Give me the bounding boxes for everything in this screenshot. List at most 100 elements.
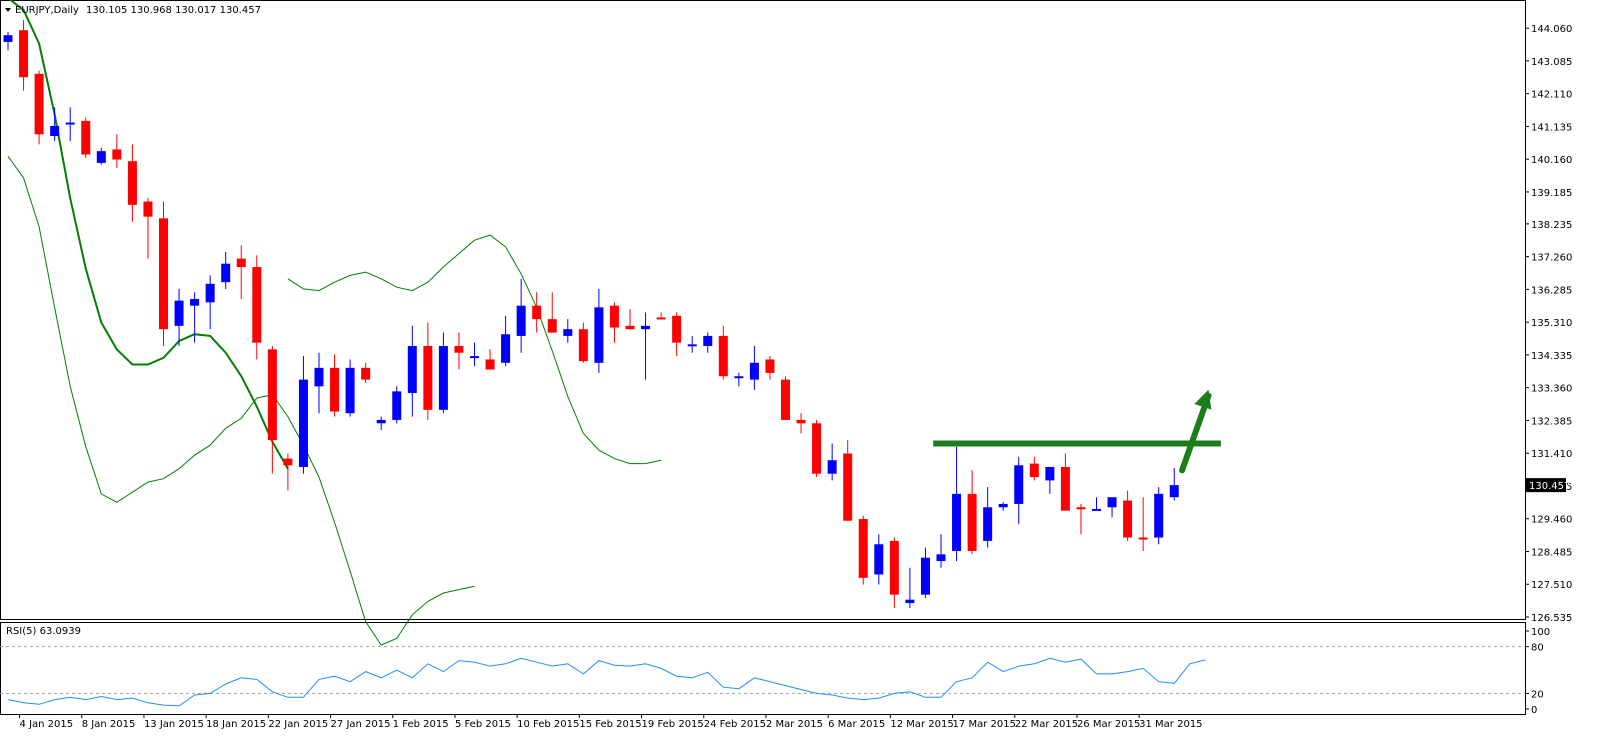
candle [267, 346, 277, 474]
candle-body [1014, 465, 1024, 504]
candle [672, 312, 682, 357]
candle-body [174, 300, 184, 326]
candle-body [50, 125, 60, 137]
candle [252, 255, 262, 360]
candle [889, 537, 899, 609]
candle [609, 302, 619, 343]
candle [190, 292, 200, 343]
candle-body [314, 367, 324, 387]
time-tick-label: 26 Mar 2015 [1077, 719, 1140, 730]
candle-body [703, 335, 713, 347]
candle [936, 534, 946, 568]
candle-body [843, 453, 853, 521]
time-tick-label: 19 Feb 2015 [642, 719, 704, 730]
candle-body [376, 419, 386, 424]
candle-body [734, 376, 744, 379]
symbol-label: EURJPY,Daily [15, 5, 79, 16]
candle [1014, 456, 1024, 525]
candle-body [656, 317, 666, 320]
candle [1029, 456, 1039, 481]
candle-body [936, 554, 946, 562]
price-axis: 144.060 143.085 142.110 141.135 140.160 139.1… [1525, 24, 1572, 624]
rsi-line [7, 657, 1206, 707]
candle-body [609, 305, 619, 328]
price-tick-label: 136.285 [1531, 285, 1572, 296]
time-tick-label: 10 Feb 2015 [517, 719, 579, 730]
price-tick-label: 127.510 [1531, 580, 1572, 591]
candle-body [812, 423, 822, 474]
candle-body [641, 325, 651, 330]
candle [1169, 467, 1179, 501]
candles [3, 20, 1179, 609]
price-tick-label: 143.085 [1531, 57, 1572, 68]
candle-body [485, 359, 495, 370]
candle-body [236, 258, 246, 268]
price-panel-frame [0, 0, 1526, 620]
time-tick-label: 15 Feb 2015 [579, 719, 641, 730]
candle-body [159, 218, 168, 330]
candle-body [874, 544, 884, 575]
candle-body [127, 161, 137, 205]
price-tick-label: 134.335 [1531, 351, 1572, 362]
candle-body [858, 519, 868, 578]
candle-body [952, 493, 962, 551]
time-tick-label: 27 Jan 2015 [331, 719, 391, 730]
candle [34, 70, 44, 145]
candle [470, 342, 479, 367]
candle [594, 288, 604, 373]
candle-body [1029, 463, 1039, 478]
candle-body [1138, 537, 1148, 540]
candle-body [672, 315, 682, 343]
candle [1123, 490, 1133, 541]
candle-body [1169, 485, 1179, 498]
candle-body [625, 325, 635, 330]
candle [516, 278, 526, 353]
time-axis: 4 Jan 2015 8 Jan 2015 13 Jan 2015 18 Jan 20… [19, 714, 1203, 730]
breakout-arrow-shaft [1179, 392, 1212, 474]
candle [423, 322, 433, 420]
time-tick-label: 12 Mar 2015 [890, 719, 953, 730]
candle [641, 312, 651, 380]
time-tick-label: 22 Jan 2015 [268, 719, 328, 730]
candle-body [3, 35, 13, 42]
candle-body [407, 346, 417, 394]
candle [314, 352, 324, 414]
candle [65, 107, 75, 142]
candle-body [516, 305, 526, 336]
bollinger-lower-line [7, 155, 475, 646]
candle [376, 416, 386, 431]
candle-body [718, 335, 728, 377]
rsi-tick-label: 80 [1531, 643, 1544, 654]
time-tick-label: 18 Jan 2015 [206, 719, 266, 730]
candle [454, 332, 464, 370]
candle-body [252, 267, 262, 343]
dropdown-triangle-icon[interactable] [5, 8, 11, 12]
candle-body [1060, 466, 1070, 511]
candle-body [998, 503, 1008, 508]
candle [827, 443, 837, 481]
candle-body [1154, 493, 1164, 538]
time-tick-label: 8 Jan 2015 [82, 719, 136, 730]
candle-body [827, 460, 837, 474]
price-tick-label: 142.110 [1531, 90, 1572, 101]
candle [858, 515, 868, 585]
candle-body [205, 283, 215, 303]
candle [205, 275, 215, 330]
candle [236, 245, 246, 299]
price-tick-label: 141.135 [1531, 122, 1572, 133]
candle-body [594, 307, 604, 363]
candle [1138, 497, 1148, 551]
bollinger-bands [7, 0, 662, 646]
candle-body [1092, 508, 1101, 511]
candle [501, 315, 511, 367]
time-tick-label: 6 Mar 2015 [828, 719, 885, 730]
price-tick-label: 131.410 [1531, 449, 1572, 460]
candle-body [781, 379, 790, 420]
candle [983, 487, 993, 548]
candle [174, 288, 184, 347]
candle [920, 547, 930, 599]
candle-body [905, 599, 915, 604]
candle [625, 309, 635, 330]
candle-body [112, 149, 122, 160]
